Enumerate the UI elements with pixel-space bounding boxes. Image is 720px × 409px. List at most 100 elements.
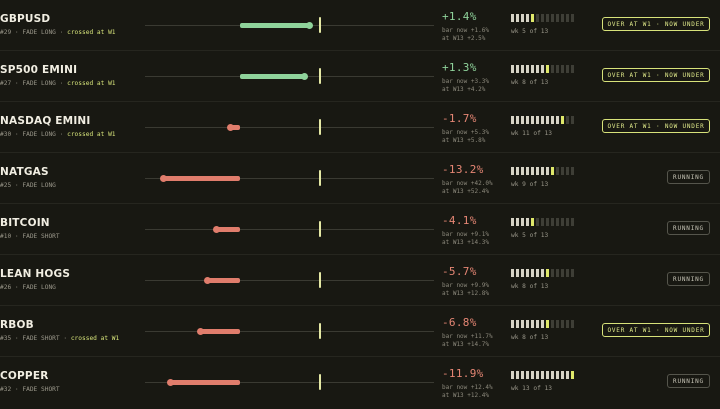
week-segment: [516, 65, 519, 73]
week-segment: [541, 167, 544, 175]
week-segment: [531, 269, 534, 277]
signal-mode: FADE SHORT: [22, 386, 60, 393]
week-segment: [571, 65, 574, 73]
signal-row[interactable]: RBOB #35 · FADE SHORT · crossed at W1 -6.8…: [0, 306, 720, 357]
week-segment: [561, 269, 564, 277]
change-percent: -6.8%: [442, 316, 477, 329]
week-segment: [571, 269, 574, 277]
week-segment: [531, 371, 534, 379]
change-bar: [213, 226, 240, 233]
instrument-name: LEAN HOGS: [0, 268, 71, 280]
week-segment: [551, 371, 554, 379]
signal-meta: #29 · FADE LONG · crossed at W1: [0, 29, 116, 36]
week-segment: [531, 218, 534, 226]
change-percent: -13.2%: [442, 163, 484, 176]
week-segment: [546, 218, 549, 226]
signal-mode: FADE LONG: [22, 182, 56, 189]
cross-note: crossed at W1: [67, 80, 116, 87]
instrument-name: RBOB: [0, 319, 34, 331]
instrument-name: GBPUSD: [0, 13, 51, 25]
week-segment: [566, 371, 569, 379]
zero-marker: [319, 272, 321, 288]
week-progress: [511, 14, 574, 22]
signal-rank: #29: [0, 29, 12, 36]
signal-row[interactable]: NATGAS #25 · FADE LONG -13.2% bar now +42.0…: [0, 153, 720, 204]
week-segment: [566, 14, 569, 22]
change-percent: +1.4%: [442, 10, 477, 23]
week-segment: [541, 371, 544, 379]
separator: ·: [11, 284, 23, 291]
week-segment: [546, 116, 549, 124]
change-dot: [159, 175, 167, 182]
week-segment: [566, 116, 569, 124]
separator: ·: [59, 335, 71, 342]
week-segment: [516, 14, 519, 22]
zero-marker: [319, 323, 321, 339]
week-segment: [536, 167, 539, 175]
change-percent: +1.3%: [442, 61, 477, 74]
bar-now: bar now +11.7%: [442, 333, 493, 340]
week-segment: [556, 320, 559, 328]
separator: ·: [11, 335, 23, 342]
signal-mode: FADE LONG: [22, 29, 56, 36]
signal-row[interactable]: COPPER #32 · FADE SHORT -11.9% bar now +12.…: [0, 357, 720, 408]
week-segment: [526, 167, 529, 175]
change-bar: [240, 22, 313, 29]
at-w13: at W13 +14.3%: [442, 239, 489, 246]
week-segment: [526, 14, 529, 22]
signal-row[interactable]: BITCOIN #10 · FADE SHORT -4.1% bar now +9.1…: [0, 204, 720, 255]
week-segment: [571, 320, 574, 328]
week-progress: [511, 116, 574, 124]
week-segment: [536, 218, 539, 226]
week-segment: [541, 218, 544, 226]
zero-marker: [319, 17, 321, 33]
status-badge[interactable]: OVER AT W1 · NOW UNDER: [602, 68, 710, 82]
signal-meta: #26 · FADE LONG: [0, 284, 56, 291]
at-w13: at W13 +12.8%: [442, 290, 489, 297]
instrument-name: SP500 EMINI: [0, 64, 78, 76]
status-badge[interactable]: RUNNING: [667, 221, 710, 235]
week-segment: [541, 14, 544, 22]
change-bar: [159, 175, 240, 182]
week-segment: [536, 269, 539, 277]
week-segment: [516, 116, 519, 124]
change-track: [145, 229, 434, 230]
signal-row[interactable]: NASDAQ EMINI #30 · FADE LONG · crossed at…: [0, 102, 720, 153]
signal-rank: #27: [0, 80, 12, 87]
bar-now: bar now +42.0%: [442, 180, 493, 187]
status-badge[interactable]: RUNNING: [667, 374, 710, 388]
week-segment: [531, 320, 534, 328]
cross-note: crossed at W1: [67, 131, 116, 138]
signal-rank: #26: [0, 284, 12, 291]
signal-row[interactable]: GBPUSD #29 · FADE LONG · crossed at W1 +1.…: [0, 0, 720, 51]
separator: ·: [11, 80, 23, 87]
status-badge[interactable]: RUNNING: [667, 170, 710, 184]
status-badge[interactable]: OVER AT W1 · NOW UNDER: [602, 119, 710, 133]
week-segment: [556, 218, 559, 226]
change-dot: [301, 73, 308, 80]
signal-row[interactable]: SP500 EMINI #27 · FADE LONG · crossed at …: [0, 51, 720, 102]
week-label: wk 9 of 13: [511, 181, 549, 188]
bar-now: bar now +9.1%: [442, 231, 489, 238]
week-segment: [521, 320, 524, 328]
week-segment: [521, 371, 524, 379]
separator: ·: [11, 131, 23, 138]
signal-meta: #27 · FADE LONG · crossed at W1: [0, 80, 116, 87]
at-w13: at W13 +4.2%: [442, 86, 486, 93]
change-dot: [227, 124, 235, 131]
change-bar: [203, 277, 240, 284]
week-segment: [536, 320, 539, 328]
zero-marker: [319, 68, 321, 84]
week-segment: [571, 218, 574, 226]
status-badge[interactable]: OVER AT W1 · NOW UNDER: [602, 17, 710, 31]
signal-mode: FADE LONG: [22, 131, 56, 138]
status-badge[interactable]: RUNNING: [667, 272, 710, 286]
week-segment: [556, 65, 559, 73]
week-segment: [521, 65, 524, 73]
zero-marker: [319, 374, 321, 390]
week-segment: [521, 269, 524, 277]
signal-row[interactable]: LEAN HOGS #26 · FADE LONG -5.7% bar now +9.…: [0, 255, 720, 306]
week-segment: [511, 320, 514, 328]
status-badge[interactable]: OVER AT W1 · NOW UNDER: [602, 323, 710, 337]
week-segment: [526, 371, 529, 379]
